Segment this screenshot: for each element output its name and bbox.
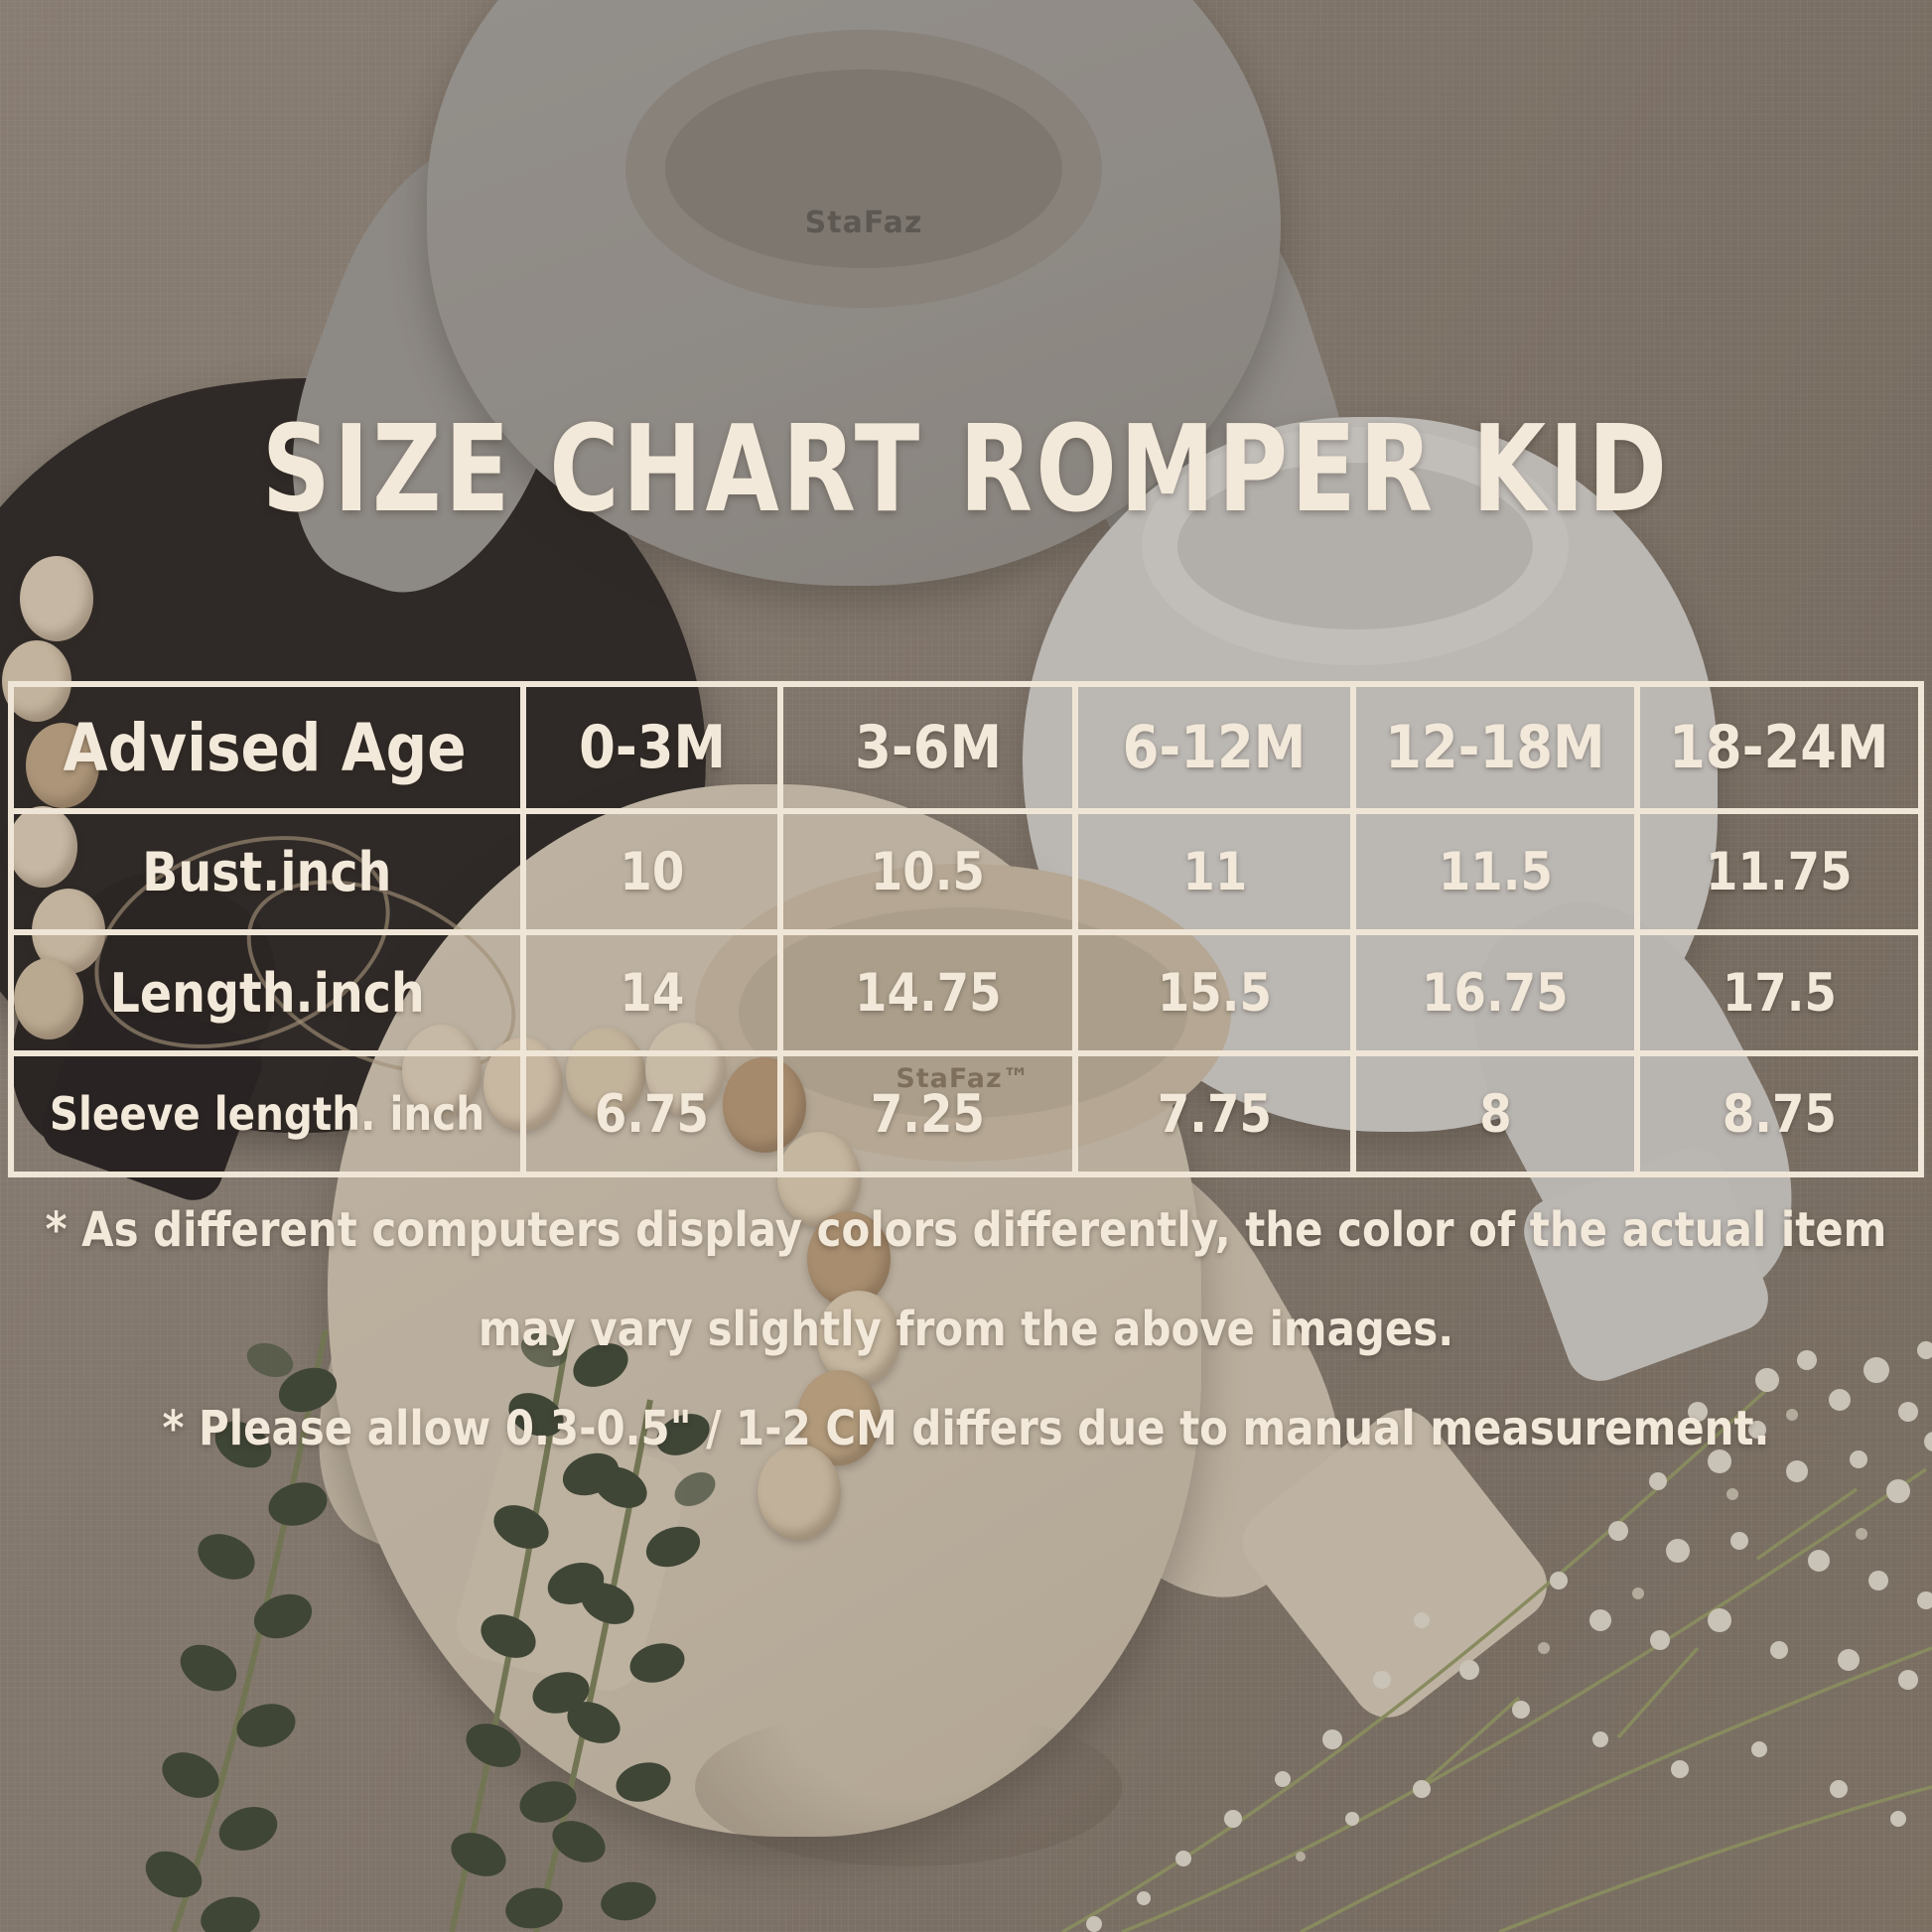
value-cell: 17.5	[1634, 929, 1918, 1050]
value-cell: 11	[1072, 808, 1351, 929]
value-cell: 16.75	[1350, 929, 1635, 1050]
size-table: Advised Age 0-3M 3-6M 6-12M 12-18M 18-24…	[8, 681, 1924, 1177]
wood-bead	[723, 1057, 806, 1153]
wood-bead	[20, 556, 93, 641]
note-measurement-tolerance: * Please allow 0.3-0.5" / 1-2 CM differs…	[162, 1400, 1770, 1456]
header-cell-18-24m: 18-24M	[1634, 687, 1918, 808]
gray-romper-brand-tag: StaFaz	[804, 206, 923, 240]
wood-bead	[758, 1445, 841, 1540]
value-cell: 11.75	[1634, 808, 1918, 929]
header-cell-6-12m: 6-12M	[1072, 687, 1350, 808]
value-cell: 7.75	[1072, 1050, 1351, 1172]
wood-bead	[566, 1028, 645, 1121]
wood-bead	[26, 723, 99, 808]
value-cell: 8.75	[1634, 1050, 1918, 1172]
value-cell: 11.5	[1350, 808, 1635, 929]
page-title: SIZE CHART ROMPER KID	[261, 401, 1671, 539]
wood-bead	[8, 806, 77, 888]
measurement-notes: * As different computers display colors …	[0, 1181, 1932, 1478]
value-cell: 15.5	[1072, 929, 1351, 1050]
value-cell: 7.25	[777, 1050, 1073, 1172]
wood-bead	[645, 1023, 725, 1116]
babys-breath-flowers	[1061, 1341, 1932, 1932]
row-label-bust: Bust.inch	[14, 808, 521, 929]
row-label-length: Length.inch	[14, 929, 521, 1050]
value-cell: 6.75	[520, 1050, 778, 1172]
value-cell: 10.5	[777, 808, 1073, 929]
header-cell-3-6m: 3-6M	[777, 687, 1072, 808]
note-color-disclaimer: * As different computers display colors …	[45, 1202, 1887, 1357]
cream-romper-bottom-gather	[695, 1708, 1122, 1866]
value-cell: 14	[520, 929, 778, 1050]
wood-bead	[14, 958, 83, 1039]
cream-romper-brand-tag: StaFaz™	[896, 1063, 1031, 1094]
row-label-sleeve-length: Sleeve length. inch	[14, 1050, 521, 1172]
header-cell-12-18m: 12-18M	[1350, 687, 1634, 808]
header-cell-0-3m: 0-3M	[520, 687, 777, 808]
eucalyptus-branches	[145, 1330, 716, 1932]
wood-bead	[807, 1211, 891, 1307]
value-cell: 10	[520, 808, 778, 929]
wood-bead	[402, 1025, 482, 1118]
header-cell-advised-age: Advised Age	[63, 709, 467, 786]
value-cell: 14.75	[777, 929, 1073, 1050]
value-cell: 8	[1350, 1050, 1635, 1172]
